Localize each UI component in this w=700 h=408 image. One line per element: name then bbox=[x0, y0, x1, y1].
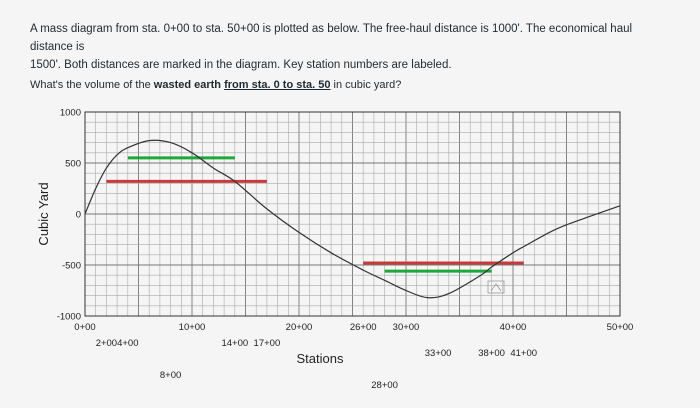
prompt-underline: from sta. 0 to sta. 50 bbox=[224, 79, 331, 91]
station-label: 8+00 bbox=[160, 370, 181, 381]
station-label: 20+00 bbox=[286, 322, 313, 333]
prompt-start: What's the volume of the bbox=[30, 79, 154, 91]
y-tick-label: 1000 bbox=[60, 108, 81, 119]
y-tick-label: 0 bbox=[76, 210, 81, 221]
station-label: 10+00 bbox=[179, 322, 206, 333]
station-label: 0+00 bbox=[74, 322, 95, 333]
prompt-bold: wasted earth bbox=[153, 79, 222, 91]
question-line-2: 1500'. Both distances are marked in the … bbox=[30, 59, 452, 71]
station-label: 30+00 bbox=[393, 322, 420, 333]
station-label: 28+00 bbox=[371, 380, 398, 391]
station-labels: 0+002+00 4+00 8+00 10+00 14+00 17+00 20+00 26+0… bbox=[74, 322, 633, 391]
station-label: 33+00 bbox=[425, 348, 452, 359]
station-label: 2+00 bbox=[96, 338, 117, 349]
station-label: 50+00 bbox=[607, 322, 634, 333]
y-tick-label: 500 bbox=[65, 159, 81, 170]
x-axis-label: Stations bbox=[297, 351, 344, 366]
station-label: 40+00 bbox=[500, 322, 527, 333]
station-label: 41+00 bbox=[510, 348, 537, 359]
station-label: 26+00 bbox=[350, 322, 377, 333]
mass-curve bbox=[84, 139, 621, 299]
y-tick-labels: 1000 500 0 -500 -1000 bbox=[57, 108, 81, 323]
prompt-end: in cubic yard? bbox=[330, 79, 402, 91]
chart-grid bbox=[84, 111, 621, 317]
station-label: 17+00 bbox=[254, 338, 281, 349]
station-label: 38+00 bbox=[478, 348, 505, 359]
question-prompt: What's the volume of the wasted earth fr… bbox=[30, 76, 670, 94]
y-tick-label: -1000 bbox=[57, 312, 81, 323]
station-label: 14+00 bbox=[221, 338, 248, 349]
y-tick-label: -500 bbox=[62, 261, 81, 272]
question-line-1: A mass diagram from sta. 0+00 to sta. 50… bbox=[30, 23, 633, 53]
haul-lines bbox=[106, 156, 524, 273]
watermark-icon bbox=[487, 280, 505, 294]
y-axis-label: Cubic Yard bbox=[36, 182, 51, 245]
question-text: A mass diagram from sta. 0+00 to sta. 50… bbox=[30, 20, 670, 74]
station-label: 4+00 bbox=[117, 338, 138, 349]
